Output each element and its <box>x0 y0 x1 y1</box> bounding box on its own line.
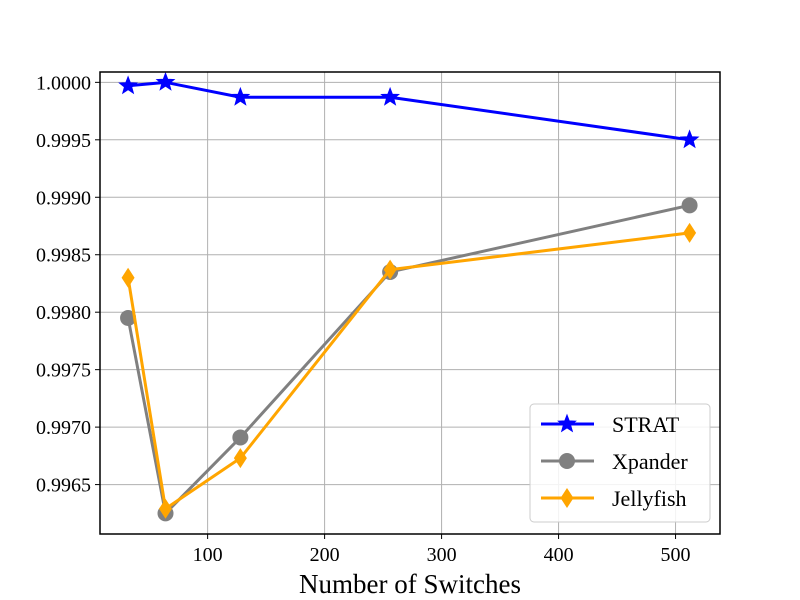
y-tick-label: 0.9965 <box>36 475 91 497</box>
legend-label-jellyfish: Jellyfish <box>612 486 687 511</box>
data-point-xpander <box>232 429 249 446</box>
data-point-xpander <box>681 197 698 214</box>
data-point-jellyfish <box>683 222 697 243</box>
data-point-strat <box>155 71 176 91</box>
y-tick-label: 0.9985 <box>36 245 91 267</box>
y-tick-label: 0.9970 <box>36 417 91 439</box>
legend: STRAT Xpander Jellyfish <box>529 403 711 523</box>
x-tick-label: 200 <box>310 544 340 566</box>
data-point-strat <box>230 86 251 106</box>
data-point-jellyfish <box>121 267 135 288</box>
data-point-strat <box>118 75 138 95</box>
x-tick-label: 500 <box>661 544 691 566</box>
legend-marker-xpander <box>559 453 575 469</box>
y-tick-label: 1.0000 <box>36 72 91 94</box>
data-point-jellyfish <box>233 448 247 469</box>
legend-label-strat: STRAT <box>612 412 680 437</box>
legend-marker-jellyfish <box>560 488 574 508</box>
legend-frame <box>529 403 711 523</box>
y-tick-label: 0.9980 <box>36 302 91 324</box>
data-point-jellyfish <box>159 498 173 519</box>
series-strat <box>118 71 700 149</box>
data-point-jellyfish <box>383 259 397 280</box>
y-tick-label: 0.9995 <box>36 130 91 152</box>
series-jellyfish <box>121 222 697 519</box>
data-point-strat <box>679 129 700 149</box>
data-point-xpander <box>120 309 137 326</box>
x-axis-label: Number of Switches <box>299 569 521 599</box>
plot-frame <box>99 71 721 535</box>
series-line-strat <box>127 80 690 142</box>
y-tick-label: 0.9975 <box>36 360 91 382</box>
series-lines <box>118 71 700 522</box>
x-tick-label: 100 <box>193 544 223 566</box>
series-xpander <box>120 197 698 522</box>
y-tick-label: 0.9990 <box>36 187 91 209</box>
legend-label-xpander: Xpander <box>612 449 688 474</box>
x-tick-label: 300 <box>427 544 457 566</box>
axis-ticks: 100 200 300 400 500 0.9965 0.9970 0.9975 0.9980 0… <box>36 72 691 566</box>
legend-marker-strat <box>557 413 577 433</box>
data-point-strat <box>380 86 401 106</box>
x-tick-label: 400 <box>544 544 574 566</box>
